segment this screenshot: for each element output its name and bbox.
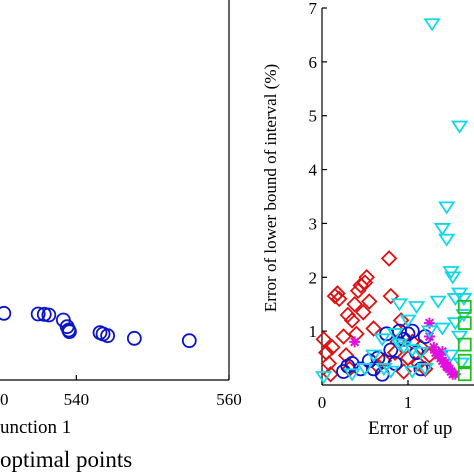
left-x-tick-label: 540 [64,390,90,409]
right-point [382,365,400,379]
right-point [420,325,439,339]
right-point [433,347,445,359]
right-point [412,346,430,360]
right-point [423,18,441,32]
right-y-tick-label: 5 [309,107,318,126]
right-point [413,361,429,377]
right-point [416,363,434,377]
right-point [457,300,472,314]
right-point [403,365,421,379]
right-point [457,353,472,368]
right-point [455,293,473,307]
right-point [442,349,460,363]
right-point [407,301,426,315]
right-point [455,309,473,323]
left-x-tick-label: 560 [216,390,242,409]
right-point [438,201,456,215]
left-point [0,305,12,321]
right-point [449,368,461,380]
right-point [373,333,391,347]
right-point [442,361,454,373]
right-point [349,336,361,348]
right-point [361,293,378,310]
left-point [36,306,52,322]
right-points [315,18,473,385]
left-x-axis-label: unction 1 [0,417,71,438]
right-y-axis-label: Error of lower bound of interval (%) [261,64,280,312]
left-point [62,324,77,340]
right-point [390,338,409,352]
right-point [343,368,361,382]
right-y-tick-label: 1 [309,322,318,341]
right-point [429,295,447,309]
right-point [383,342,399,358]
right-point [424,317,435,329]
right-ticks: 1 2 3 4 5 6 7 0 1 [309,0,413,412]
right-chart: 1 2 3 4 5 6 7 0 1 Error of lower bound of interv… [261,0,474,439]
right-point [355,304,372,321]
left-point [100,328,116,344]
right-point [457,367,472,382]
right-point [320,355,338,372]
left-x-ticks: 540 560 [64,375,242,409]
left-point [41,307,57,323]
right-point [392,312,410,329]
left-point [126,330,142,346]
left-points [0,305,197,349]
right-y-tick-label: 3 [309,214,318,233]
right-point [382,287,400,305]
right-point [450,120,469,134]
right-y-tick-label: 2 [309,268,318,287]
right-point [329,285,346,302]
right-point [343,312,361,329]
right-point [324,339,341,356]
right-point [450,330,469,344]
right-point [399,314,417,328]
right-x-axis-label: Error of up [368,418,452,439]
left-chart: 540 560 0 unction 1 optimal points [0,0,242,472]
right-point [440,356,452,368]
right-point [433,322,452,336]
right-point [356,363,374,377]
right-point [457,337,472,352]
right-point [365,320,382,337]
right-y-tick-label: 4 [309,161,318,180]
right-point [433,223,452,237]
right-point [346,295,363,313]
right-point [364,349,383,363]
right-point [375,363,393,377]
right-point [452,357,471,371]
right-x-tick-label: 1 [404,393,413,412]
left-caption: optimal points [0,447,132,472]
right-point [386,328,404,342]
right-point [358,269,375,286]
left-point [181,333,197,349]
right-point [380,250,398,267]
right-x-tick-label: 0 [318,393,327,412]
right-point [390,298,409,312]
right-point [330,290,348,308]
right-point [315,330,332,348]
right-point [315,371,333,385]
left-x-tick-label-partial: 0 [0,390,9,409]
right-point [335,328,352,345]
right-y-tick-label: 7 [309,0,318,18]
right-point [404,323,420,339]
right-point [410,355,427,372]
right-point [428,341,440,353]
right-point [457,316,472,330]
right-point [444,271,462,285]
right-point [436,346,448,358]
right-y-tick-label: 6 [309,53,318,72]
left-point [30,306,46,322]
right-point [438,233,456,247]
